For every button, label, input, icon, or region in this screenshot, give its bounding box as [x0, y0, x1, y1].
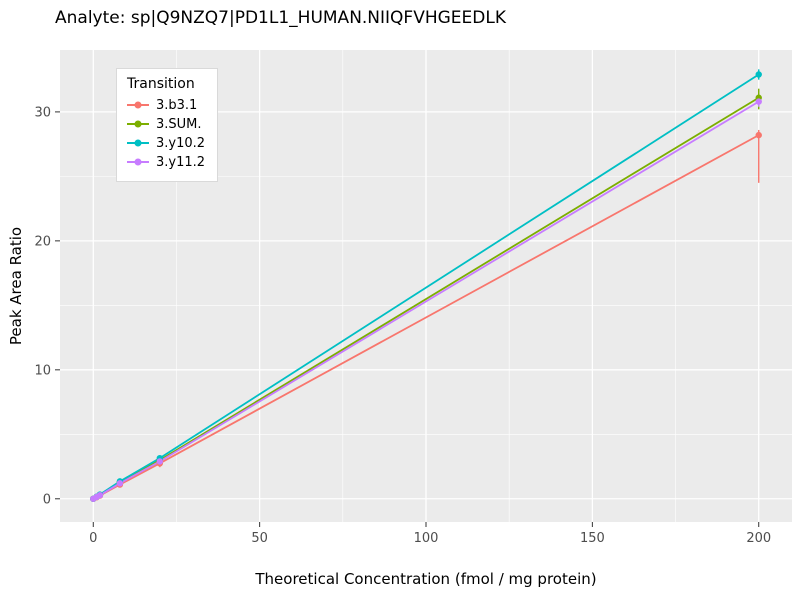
legend-label: 3.y10.2: [156, 135, 206, 151]
legend-label: 3.b3.1: [156, 97, 198, 113]
x-tick-label: 100: [414, 531, 439, 546]
legend-item-3.b3.1: 3.b3.1: [127, 97, 205, 113]
chart-title: Analyte: sp|Q9NZQ7|PD1L1_HUMAN.NIIQFVHGE…: [55, 8, 506, 28]
legend-key-icon: [127, 116, 149, 132]
data-point: [96, 491, 104, 499]
legend-label: 3.SUM.: [156, 116, 202, 132]
x-tick-label: 50: [251, 531, 268, 546]
data-point: [755, 71, 762, 78]
legend-item-3.y11.2: 3.y11.2: [127, 154, 205, 170]
x-tick-label: 200: [746, 531, 771, 546]
x-axis-label: Theoretical Concentration (fmol / mg pro…: [255, 570, 597, 588]
data-point: [755, 131, 762, 139]
x-tick-label: 150: [580, 531, 605, 546]
legend-item-3.y10.2: 3.y10.2: [127, 135, 205, 151]
y-tick-label: 20: [34, 234, 51, 249]
legend-label: 3.y11.2: [156, 154, 206, 170]
x-tick-label: 0: [89, 531, 97, 546]
data-point: [116, 480, 124, 487]
legend-title: Transition: [127, 76, 195, 92]
series-points-3.y11.2: [90, 98, 762, 502]
legend-key-icon: [127, 135, 149, 151]
legend: Transition 3.b3.1 3.SUM. 3.y10.2 3.y11.2: [116, 68, 219, 182]
legend-key-icon: [127, 97, 149, 113]
y-tick-label: 10: [34, 363, 51, 378]
legend-items: 3.b3.1 3.SUM. 3.y10.2 3.y11.2: [127, 97, 205, 170]
legend-key-icon: [127, 154, 149, 170]
y-tick-label: 0: [43, 492, 51, 507]
y-axis-label: Peak Area Ratio: [7, 226, 25, 346]
y-tick-label: 30: [34, 105, 51, 120]
data-point: [156, 458, 164, 465]
data-point: [755, 98, 762, 105]
legend-item-3.SUM.: 3.SUM.: [127, 116, 205, 132]
